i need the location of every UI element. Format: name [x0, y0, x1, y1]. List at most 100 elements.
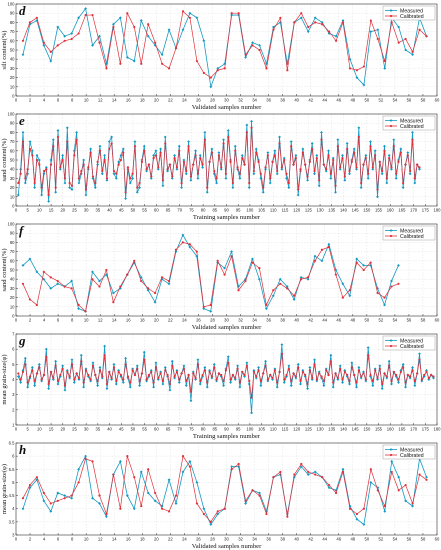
- data-point-calibrated: [133, 476, 136, 479]
- data-point-calibrated: [215, 378, 218, 381]
- data-point-measured: [107, 140, 111, 143]
- data-point-measured: [252, 172, 256, 176]
- data-point-calibrated: [66, 140, 69, 143]
- data-point-calibrated: [223, 273, 226, 276]
- data-point-calibrated: [192, 372, 195, 375]
- data-point-measured: [128, 181, 132, 185]
- data-point-calibrated: [320, 248, 324, 251]
- data-point-calibrated: [234, 149, 237, 152]
- data-point-calibrated: [129, 381, 132, 384]
- legend-label-measured: Measured: [400, 447, 423, 453]
- data-point-measured: [56, 382, 60, 386]
- data-point-calibrated: [355, 261, 358, 264]
- data-point-calibrated: [369, 261, 372, 264]
- data-point-measured: [383, 303, 386, 307]
- data-point-measured: [156, 167, 160, 171]
- data-point-measured: [98, 279, 101, 283]
- data-point-calibrated: [175, 370, 179, 374]
- x-tick-label: 2: [29, 537, 32, 542]
- x-tick-label: 70: [177, 208, 182, 213]
- data-point-measured: [371, 384, 375, 387]
- data-point-calibrated: [357, 135, 360, 139]
- data-point-calibrated: [257, 160, 260, 163]
- data-point-calibrated: [314, 21, 317, 24]
- data-point-calibrated: [112, 301, 115, 304]
- data-point-measured: [167, 478, 171, 482]
- data-point-calibrated: [105, 268, 108, 272]
- data-point-calibrated: [21, 39, 25, 42]
- x-tick-label: 28: [210, 318, 215, 323]
- y-tick-label: 10: [10, 304, 15, 309]
- data-point-measured: [404, 385, 407, 389]
- x-tick-label: 30: [84, 208, 89, 213]
- data-point-calibrated: [182, 367, 186, 370]
- legend-marker-measured: [389, 119, 393, 122]
- data-point-measured: [110, 135, 114, 139]
- data-point-calibrated: [56, 135, 60, 139]
- y-tick-label: 0: [12, 204, 15, 209]
- x-tick-label: 44: [322, 318, 327, 323]
- data-point-calibrated: [364, 157, 367, 160]
- data-point-calibrated: [420, 378, 423, 381]
- data-point-measured: [425, 475, 428, 479]
- data-point-calibrated: [285, 373, 288, 377]
- data-point-measured: [373, 149, 377, 153]
- data-point-calibrated: [77, 481, 80, 484]
- data-point-measured: [146, 34, 150, 38]
- data-point-calibrated: [369, 373, 372, 377]
- data-point-calibrated: [63, 177, 67, 180]
- data-point-calibrated: [98, 41, 101, 44]
- data-point-calibrated: [374, 369, 377, 372]
- data-point-calibrated: [286, 515, 289, 518]
- data-point-calibrated: [339, 367, 342, 370]
- plot-frame: [15, 333, 438, 426]
- legend-label-measured: Measured: [400, 338, 423, 344]
- data-point-measured: [126, 376, 130, 380]
- data-point-measured: [182, 364, 186, 368]
- data-point-calibrated: [180, 372, 183, 375]
- x-tick-label: 34: [252, 98, 257, 103]
- data-point-measured: [44, 347, 48, 351]
- x-tick-label: 125: [305, 208, 313, 213]
- data-point-measured: [331, 156, 335, 160]
- data-point-calibrated: [390, 470, 393, 474]
- x-tick-label: 55: [142, 427, 147, 432]
- data-point-measured: [320, 21, 324, 24]
- data-point-measured: [181, 470, 185, 474]
- y-tick-label: 2: [12, 407, 15, 412]
- data-point-calibrated: [33, 181, 36, 185]
- data-point-measured: [254, 147, 258, 151]
- data-point-calibrated: [70, 184, 74, 187]
- x-tick-label: 26: [196, 537, 201, 542]
- data-point-calibrated: [258, 267, 261, 270]
- data-point-calibrated: [68, 375, 71, 378]
- data-point-calibrated: [273, 369, 276, 372]
- data-point-calibrated: [241, 157, 244, 160]
- data-point-calibrated: [178, 149, 181, 152]
- data-point-measured: [91, 44, 94, 47]
- data-point-calibrated: [54, 364, 57, 367]
- data-point-measured: [394, 375, 398, 378]
- data-point-measured: [100, 376, 104, 380]
- data-point-measured: [219, 375, 223, 378]
- data-point-calibrated: [91, 278, 94, 281]
- data-point-measured: [75, 131, 79, 134]
- x-tick-label: 115: [282, 427, 289, 432]
- x-tick-label: 48: [350, 98, 355, 103]
- data-point-measured: [188, 245, 192, 249]
- x-tick-label: 50: [131, 427, 136, 432]
- data-point-measured: [264, 307, 268, 311]
- data-point-calibrated: [181, 241, 184, 244]
- data-point-calibrated: [315, 378, 318, 381]
- x-tick-label: 24: [182, 318, 187, 323]
- data-point-measured: [167, 282, 171, 286]
- x-tick-label: 140: [340, 427, 348, 432]
- data-point-calibrated: [133, 145, 137, 148]
- data-point-calibrated: [35, 476, 38, 479]
- data-point-calibrated: [178, 378, 181, 381]
- y-tick-label: 0: [12, 94, 15, 99]
- data-point-calibrated: [181, 455, 185, 458]
- y-tick-label: 20: [10, 75, 15, 80]
- data-point-measured: [96, 384, 100, 387]
- data-point-measured: [264, 359, 267, 363]
